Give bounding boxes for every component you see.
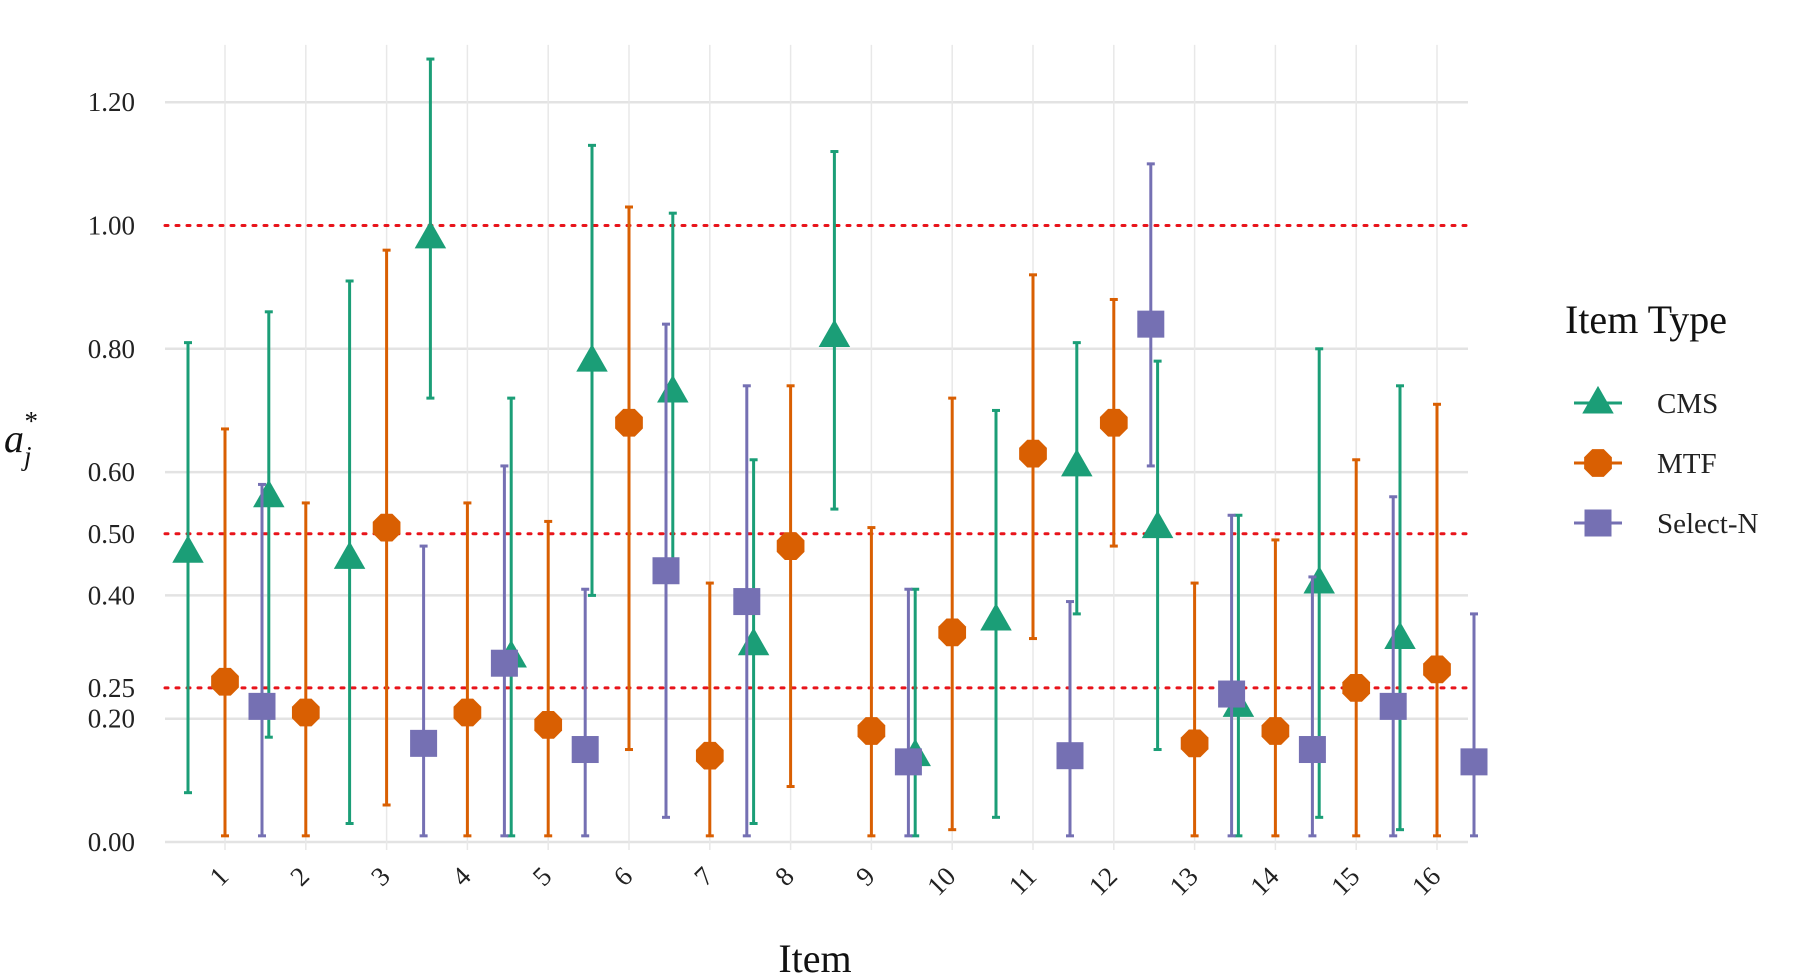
data-point (1141, 510, 1174, 539)
data-point (1180, 729, 1209, 758)
x-tick-label: 15 (1325, 861, 1365, 901)
x-axis-title: Item (778, 936, 851, 980)
y-axis-title-base: a (4, 416, 24, 461)
data-point (857, 717, 886, 745)
data-point (291, 698, 320, 727)
legend-item: Select-N (1574, 508, 1759, 540)
data-point (818, 319, 851, 347)
data-point (1298, 736, 1326, 764)
y-tick-label: 0.25 (88, 673, 135, 703)
data-point (211, 667, 239, 696)
x-tick-label: 12 (1083, 861, 1123, 901)
series-mtf (211, 205, 1451, 838)
data-point (1019, 439, 1047, 468)
data-point (1460, 748, 1488, 776)
data-point (695, 741, 724, 770)
y-tick-label: 0.80 (88, 334, 135, 364)
y-tick-label: 0.00 (88, 827, 135, 857)
y-tick-label: 1.20 (88, 87, 135, 117)
y-tick-label: 0.50 (88, 519, 135, 549)
reference-lines (163, 224, 1470, 690)
x-tick-label: 5 (527, 861, 558, 892)
y-tick-labels: 0.00 0.200.25 0.40 0.50 0.60 0.80 1.00 1.20 (88, 87, 135, 857)
data-point (894, 748, 922, 776)
data-point (1218, 680, 1246, 708)
data-point (172, 535, 204, 563)
legend-item: CMS (1574, 385, 1718, 420)
data-point (657, 374, 689, 403)
x-tick-label: 1 (203, 861, 234, 892)
legend-label: CMS (1657, 388, 1718, 420)
legend-label: MTF (1657, 448, 1717, 480)
data-point (333, 541, 366, 569)
data-point (372, 513, 401, 542)
y-tick-label: 1.00 (88, 211, 135, 241)
data-point (534, 711, 563, 739)
legend-key-marker (1584, 509, 1612, 537)
x-tick-label: 4 (446, 861, 477, 892)
y-tick-label: 0.20 (88, 704, 135, 734)
data-point (776, 532, 805, 560)
data-point (1137, 310, 1165, 338)
y-axis-title-sup: * (25, 406, 39, 436)
x-tick-label: 10 (921, 861, 961, 901)
data-point (490, 649, 518, 677)
legend-key-marker (1584, 449, 1612, 477)
data-point (1379, 692, 1407, 720)
x-tick-label: 2 (284, 861, 315, 892)
x-tick-label: 16 (1406, 861, 1446, 901)
x-tick-label: 8 (769, 861, 800, 892)
data-point (980, 602, 1012, 631)
y-tick-label: 0.40 (88, 580, 135, 610)
data-point (571, 736, 599, 764)
data-point (938, 618, 967, 647)
data-point (453, 698, 482, 727)
data-point (576, 344, 608, 372)
data-point (615, 408, 643, 437)
legend-items: CMS MTF Select-N (1574, 385, 1759, 540)
x-tick-labels: 1 2 3 4 5 6 7 8 9 10 11 12 13 14 15 16 (203, 861, 1446, 902)
data-point (1342, 674, 1371, 702)
data-point (1056, 742, 1084, 770)
data-point (1423, 655, 1451, 684)
x-tick-label: 9 (850, 861, 881, 892)
x-tick-label: 3 (365, 861, 396, 892)
x-tick-label: 13 (1164, 861, 1204, 901)
data-point (1303, 565, 1335, 594)
x-tick-label: 11 (1003, 861, 1043, 901)
y-axis-title-sub: j (21, 441, 32, 471)
x-tick-label: 7 (688, 861, 719, 892)
data-point (733, 588, 761, 616)
legend-label: Select-N (1657, 508, 1759, 540)
x-tick-label: 6 (607, 861, 638, 892)
data-point (652, 557, 680, 585)
data-point (1061, 448, 1093, 477)
legend-title: Item Type (1565, 297, 1727, 342)
legend: Item Type CMS MTF Select-N (1565, 297, 1759, 540)
y-axis-title: aj * (4, 406, 38, 471)
series-layer (172, 57, 1488, 838)
data-point (1384, 621, 1416, 650)
series-select-n (248, 162, 1488, 838)
legend-key-marker (1582, 385, 1614, 414)
legend-item: MTF (1574, 448, 1717, 480)
data-point (1099, 408, 1128, 437)
data-point (248, 692, 276, 720)
data-point (414, 220, 447, 249)
data-point (410, 729, 438, 757)
y-tick-label: 0.60 (88, 457, 135, 487)
data-point (253, 479, 285, 508)
data-point (1261, 717, 1290, 745)
data-point (737, 627, 770, 656)
x-tick-label: 14 (1244, 861, 1285, 902)
